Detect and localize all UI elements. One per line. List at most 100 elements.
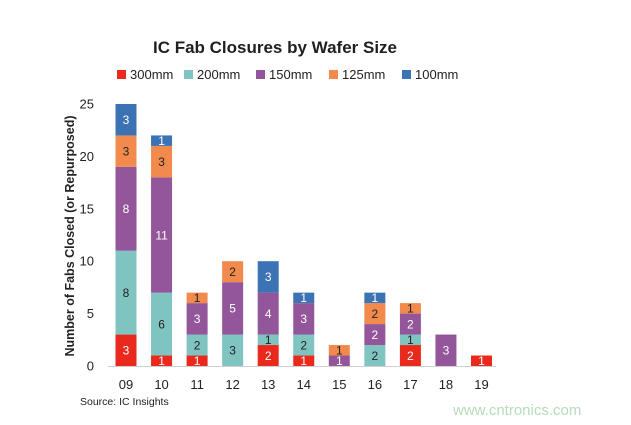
bar-segment-300mm-14 — [293, 355, 315, 366]
bar-segment-150mm-11 — [186, 303, 208, 335]
watermark: www.cntronics.com — [452, 402, 581, 419]
data-label: 3 — [265, 270, 272, 284]
legend-swatch-150mm — [256, 70, 265, 79]
data-label: 5 — [229, 302, 236, 316]
data-label: 1 — [265, 333, 272, 347]
bar-segment-100mm-09 — [115, 104, 137, 136]
data-label: 2 — [229, 265, 236, 279]
x-tick-label: 15 — [332, 377, 346, 392]
data-label: 2 — [300, 338, 307, 352]
data-label: 1 — [407, 333, 414, 347]
data-label: 3 — [300, 312, 307, 326]
bar-segment-100mm-16 — [364, 292, 386, 304]
bar-segment-150mm-15 — [328, 355, 350, 366]
legend-swatch-200mm — [184, 70, 193, 79]
x-tick-label: 14 — [297, 377, 311, 392]
x-tick-label: 09 — [119, 377, 133, 392]
bar-segment-100mm-10 — [151, 135, 173, 146]
bar-segment-125mm-12 — [222, 261, 244, 283]
data-label: 8 — [123, 202, 130, 216]
data-label: 3 — [229, 344, 236, 358]
bar-segment-125mm-10 — [151, 145, 173, 178]
data-label: 2 — [372, 328, 379, 342]
bar-segment-300mm-10 — [151, 355, 173, 366]
y-tick-label: 0 — [87, 359, 94, 374]
bar-segment-125mm-17 — [399, 303, 421, 314]
x-tick-label: 18 — [439, 377, 453, 392]
y-axis-label: Number of Fabs Closed (or Repurposed) — [63, 116, 77, 357]
bar-segment-150mm-10 — [151, 177, 173, 293]
x-tick-label: 19 — [474, 377, 488, 392]
data-label: 3 — [194, 312, 201, 326]
data-label: 1 — [194, 291, 201, 305]
bar-segment-200mm-09 — [115, 250, 137, 335]
data-label: 2 — [265, 349, 272, 363]
data-label: 2 — [194, 338, 201, 352]
bar-segment-200mm-16 — [364, 345, 386, 366]
bar-segment-125mm-15 — [328, 345, 350, 356]
bar-segment-300mm-19 — [471, 355, 492, 366]
data-label: 3 — [123, 144, 130, 158]
x-axis: 09 10 11 12 13 14 15 16 17 18 19 — [119, 377, 489, 392]
legend-swatch-125mm — [329, 70, 338, 79]
y-tick-label: 20 — [80, 149, 94, 164]
x-tick-label: 12 — [225, 377, 239, 392]
data-label: 4 — [265, 307, 272, 321]
bar-segment-300mm-11 — [186, 355, 208, 366]
x-tick-label: 13 — [261, 377, 275, 392]
data-label: 8 — [123, 286, 130, 300]
bar-segment-200mm-11 — [186, 334, 208, 356]
data-label: 2 — [407, 349, 414, 363]
y-tick-label: 5 — [87, 306, 94, 321]
data-label: 1 — [158, 134, 165, 148]
legend: 300mm 200mm 150mm 125mm 100mm — [117, 67, 458, 82]
legend-label-300mm: 300mm — [130, 67, 173, 82]
data-label: 2 — [372, 307, 379, 321]
chart-title: IC Fab Closures by Wafer Size — [153, 38, 397, 57]
data-label: 1 — [336, 344, 343, 358]
data-label: 1 — [158, 354, 165, 368]
data-label: 1 — [194, 354, 201, 368]
data-label: 2 — [372, 349, 379, 363]
source-note: Source: IC Insights — [80, 396, 169, 408]
bar-segment-300mm-17 — [399, 345, 421, 366]
legend-label-100mm: 100mm — [415, 67, 458, 82]
bar-segment-150mm-17 — [399, 313, 421, 335]
data-label: 3 — [443, 344, 450, 358]
bar-segment-200mm-17 — [399, 334, 421, 346]
y-axis: 0 5 10 15 20 25 — [80, 97, 94, 374]
bar-segment-150mm-13 — [257, 292, 279, 335]
bar-segment-150mm-16 — [364, 324, 386, 346]
legend-label-125mm: 125mm — [342, 67, 385, 82]
bar-segment-125mm-09 — [115, 135, 137, 167]
data-label: 1 — [336, 354, 343, 368]
bar-segment-150mm-12 — [222, 282, 244, 335]
y-tick-label: 15 — [80, 201, 94, 216]
bar-segment-200mm-12 — [222, 334, 244, 366]
bar-segment-100mm-14 — [293, 292, 315, 304]
data-label: 1 — [300, 291, 307, 305]
bar-segment-200mm-14 — [293, 334, 315, 356]
legend-label-150mm: 150mm — [269, 67, 312, 82]
bar-segment-150mm-14 — [293, 303, 315, 335]
x-tick-label: 17 — [403, 377, 417, 392]
y-tick-label: 25 — [80, 97, 94, 112]
bar-segment-150mm-18 — [435, 334, 457, 366]
data-label: 1 — [372, 291, 379, 305]
legend-swatch-100mm — [402, 70, 411, 79]
y-tick-label: 10 — [80, 254, 94, 269]
data-label: 1 — [478, 354, 485, 368]
legend-label-200mm: 200mm — [197, 67, 240, 82]
bar-segment-300mm-09 — [115, 334, 137, 366]
data-label: 1 — [407, 302, 414, 316]
bar-segment-300mm-13 — [257, 345, 279, 366]
data-label: 2 — [407, 317, 414, 331]
bar-segment-125mm-11 — [186, 292, 208, 304]
bar-segment-125mm-16 — [364, 303, 386, 325]
data-label: 3 — [158, 155, 165, 169]
data-label: 3 — [123, 113, 130, 127]
bar-segment-200mm-10 — [151, 292, 173, 356]
data-label: 3 — [123, 344, 130, 358]
